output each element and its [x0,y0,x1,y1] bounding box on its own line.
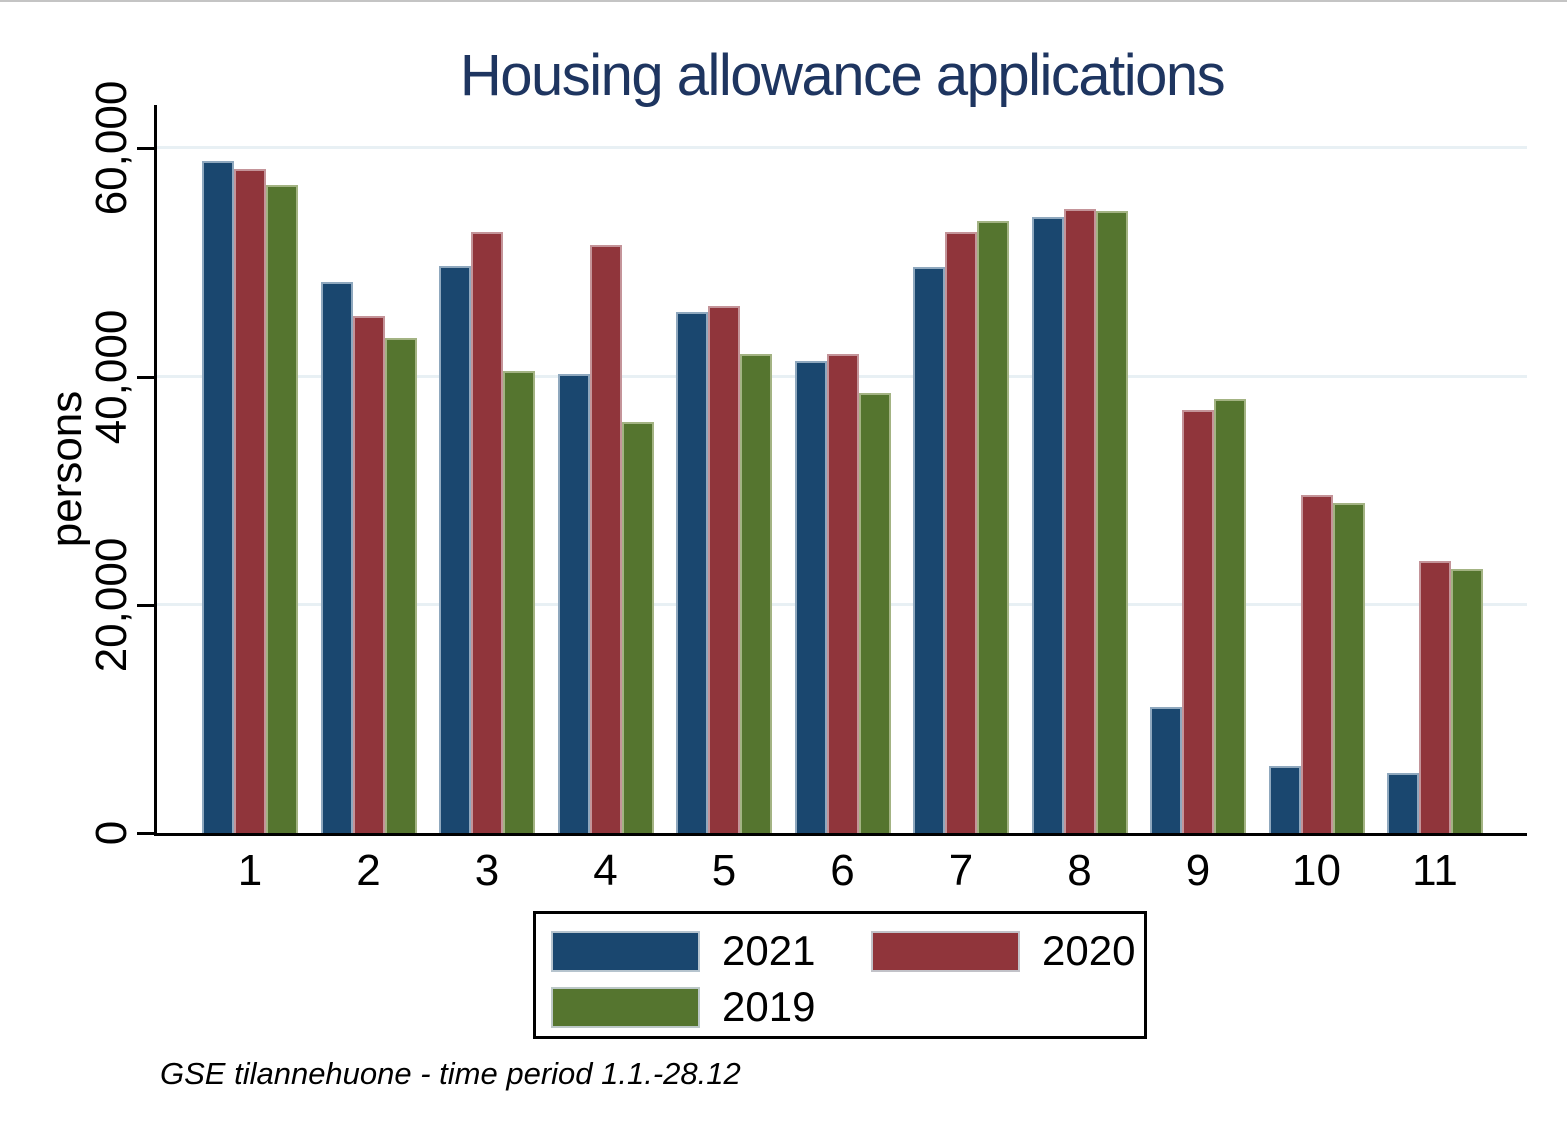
gridline-60000 [157,146,1527,150]
bar-2021-month-3 [439,265,471,833]
bar-2019-month-10 [1332,503,1365,833]
y-tick-label-60000: 60,000 [87,81,136,216]
bar-2020-month-10 [1300,495,1333,833]
y-tick-label-0: 0 [87,820,136,846]
bar-2021-month-2 [320,281,353,833]
x-tick-label-9: 9 [1185,846,1211,895]
bar-2021-month-11 [1387,772,1419,833]
legend-entry-2020: 2020 [871,930,1144,972]
x-tick-label-2: 2 [356,846,381,895]
bar-2020-month-8 [1063,208,1096,833]
bar-2019-month-11 [1451,569,1483,833]
bar-2020-month-4 [589,245,622,833]
bar-2020-month-1 [234,168,266,833]
y-tick-0 [137,832,154,835]
bar-2021-month-8 [1031,216,1064,833]
x-tick-label-3: 3 [474,846,500,895]
bar-2021-month-9 [1150,707,1182,833]
bar-2019-month-6 [858,392,891,833]
bar-2019-month-1 [266,184,298,833]
bar-2021-month-4 [557,374,590,833]
bar-2020-month-2 [352,316,385,833]
legend-label-2019: 2019 [722,983,816,1030]
legend-entry-2019: 2019 [551,986,871,1028]
legend-entry-2021: 2021 [551,930,871,972]
bar-2021-month-7 [913,266,945,833]
x-tick-label-10: 10 [1292,846,1341,895]
legend-box: 2021 2020 2019 [533,911,1147,1039]
bar-2020-month-3 [471,231,503,833]
legend-swatch-2019 [551,986,700,1028]
bar-2019-month-3 [503,370,535,833]
x-tick-label-1: 1 [237,846,263,895]
bar-2019-month-9 [1214,399,1246,833]
y-axis-line [154,105,157,833]
plot-area [157,105,1527,833]
bar-2020-month-7 [945,231,977,833]
bar-2019-month-5 [740,353,772,833]
footnote: GSE tilannehuone - time period 1.1.-28.1… [160,1056,741,1091]
bar-2021-month-6 [794,360,827,833]
y-tick-label-40000: 40,000 [87,309,136,444]
x-tick-label-4: 4 [593,846,618,895]
bar-2019-month-7 [977,221,1009,833]
bar-2019-month-2 [384,337,417,833]
x-tick-label-6: 6 [830,846,855,895]
y-tick-40000 [137,375,154,379]
x-tick-label-11: 11 [1412,846,1458,895]
y-tick-60000 [137,147,154,151]
legend-swatch-2020 [871,930,1020,972]
bar-2019-month-8 [1095,211,1128,833]
y-tick-20000 [137,603,154,607]
x-axis-line [154,833,1527,836]
bar-2020-month-11 [1419,561,1451,833]
bar-2021-month-5 [676,311,708,833]
x-tick-label-8: 8 [1067,846,1092,895]
x-tick-label-5: 5 [711,846,737,895]
bar-2020-month-6 [826,353,859,833]
chart-title: Housing allowance applications [459,43,1226,108]
top-edge-line [0,0,1567,2]
bar-2021-month-1 [202,160,234,833]
x-tick-label-7: 7 [948,846,974,895]
y-axis-title: persons [42,390,91,548]
bar-2020-month-5 [708,305,740,833]
bar-2021-month-10 [1268,765,1301,833]
bar-2020-month-9 [1182,409,1214,833]
legend-label-2021: 2021 [722,927,816,974]
legend-label-2020: 2020 [1042,927,1136,974]
y-tick-label-20000: 20,000 [87,537,136,673]
legend-swatch-2021 [551,930,700,972]
bar-2019-month-4 [621,422,654,833]
